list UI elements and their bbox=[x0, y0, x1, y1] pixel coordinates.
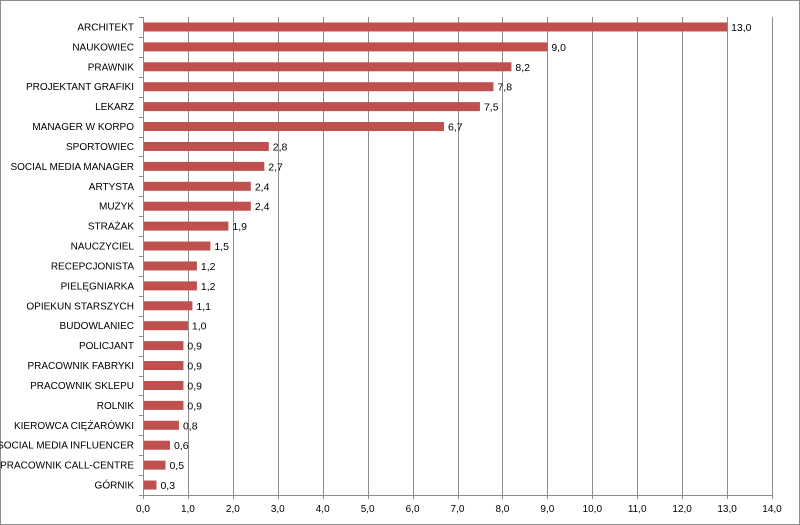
category-label-21: SOCIAL MEDIA INFLUENCER bbox=[0, 441, 134, 452]
bar-3 bbox=[144, 82, 494, 92]
x-tick-label-8: 8,0 bbox=[495, 504, 509, 515]
x-tick-label-13: 13,0 bbox=[717, 504, 737, 515]
bar-21 bbox=[144, 440, 170, 450]
bar-9 bbox=[144, 201, 251, 211]
category-label-9: MUZYK bbox=[99, 202, 134, 213]
bar-8 bbox=[144, 181, 251, 191]
data-label-11: 1,5 bbox=[214, 241, 229, 253]
data-label-3: 7,8 bbox=[497, 82, 512, 94]
x-tick-label-9: 9,0 bbox=[540, 504, 554, 515]
category-label-5: MANAGER W KORPO bbox=[32, 122, 134, 133]
category-label-17: PRACOWNIK FABRYKI bbox=[27, 361, 134, 372]
x-tick-labels: 0,0 1,0 2,0 3,0 4,0 5,0 6,0 7,0 8,0 9,0 10,0 11,0 12… bbox=[136, 504, 782, 515]
x-tick-label-7: 7,0 bbox=[451, 504, 465, 515]
bar-5 bbox=[144, 122, 445, 132]
data-label-22: 0,5 bbox=[169, 460, 184, 472]
data-label-19: 0,9 bbox=[187, 400, 202, 412]
bar-1 bbox=[144, 42, 548, 52]
bar-7 bbox=[144, 161, 265, 171]
category-label-2: PRAWNIK bbox=[88, 62, 135, 73]
bar-6 bbox=[144, 141, 269, 151]
x-tick-label-0: 0,0 bbox=[136, 504, 150, 515]
x-tick-label-11: 11,0 bbox=[628, 504, 647, 515]
data-label-20: 0,8 bbox=[183, 420, 198, 432]
bar-13 bbox=[144, 281, 197, 291]
bar-23 bbox=[144, 480, 157, 490]
category-label-13: PIELĘGNIARKA bbox=[61, 281, 135, 292]
data-label-16: 0,9 bbox=[187, 341, 202, 353]
x-tick-label-3: 3,0 bbox=[271, 504, 285, 515]
data-label-2: 8,2 bbox=[515, 62, 530, 74]
x-tick-label-2: 2,0 bbox=[226, 504, 240, 515]
bar-22 bbox=[144, 460, 166, 470]
data-label-21: 0,6 bbox=[174, 440, 189, 452]
bar-15 bbox=[144, 321, 188, 331]
data-label-7: 2,7 bbox=[268, 161, 283, 173]
data-label-9: 2,4 bbox=[255, 201, 270, 213]
category-label-3: PROJEKTANT GRAFIKI bbox=[26, 82, 134, 93]
data-label-5: 6,7 bbox=[448, 122, 463, 134]
x-tick-label-10: 10,0 bbox=[583, 504, 603, 515]
category-labels: ARCHITEKT NAUKOWIEC PRAWNIK PROJEKTANT GRAF… bbox=[0, 22, 134, 491]
bar-10 bbox=[144, 221, 229, 231]
x-tick-label-4: 4,0 bbox=[316, 504, 330, 515]
bar-14 bbox=[144, 301, 193, 311]
x-tick-label-6: 6,0 bbox=[406, 504, 420, 515]
category-label-12: RECEPCJONISTA bbox=[51, 261, 134, 272]
bar-17 bbox=[144, 361, 184, 371]
data-label-6: 2,8 bbox=[273, 141, 288, 153]
data-label-8: 2,4 bbox=[255, 181, 270, 193]
category-label-16: POLICJANT bbox=[79, 341, 134, 352]
category-label-8: ARTYSTA bbox=[89, 182, 135, 193]
bar-16 bbox=[144, 341, 184, 351]
category-label-0: ARCHITEKT bbox=[77, 22, 134, 33]
category-label-10: STRAŻAK bbox=[88, 220, 134, 233]
bar-2 bbox=[144, 62, 512, 72]
data-label-15: 1,0 bbox=[192, 321, 207, 333]
x-tick-label-1: 1,0 bbox=[181, 504, 195, 515]
bar-18 bbox=[144, 380, 184, 390]
bar-19 bbox=[144, 400, 184, 410]
bar-4 bbox=[144, 102, 480, 112]
data-label-1: 9,0 bbox=[551, 42, 566, 54]
data-label-10: 1,9 bbox=[232, 221, 247, 233]
data-label-18: 0,9 bbox=[187, 380, 202, 392]
category-label-4: LEKARZ bbox=[95, 102, 134, 113]
category-label-19: ROLNIK bbox=[97, 401, 135, 412]
category-label-20: KIEROWCA CIĘŻARÓWKI bbox=[14, 419, 134, 432]
data-label-0: 13,0 bbox=[731, 22, 752, 34]
category-label-23: GÓRNIK bbox=[95, 479, 135, 492]
category-label-7: SOCIAL MEDIA MANAGER bbox=[10, 162, 134, 173]
bar-11 bbox=[144, 241, 211, 251]
category-label-15: BUDOWLANIEC bbox=[60, 321, 134, 332]
bar-0 bbox=[144, 22, 728, 32]
data-label-23: 0,3 bbox=[160, 480, 175, 492]
data-label-13: 1,2 bbox=[201, 281, 216, 293]
category-label-18: PRACOWNIK SKLEPU bbox=[30, 381, 134, 392]
data-label-14: 1,1 bbox=[196, 301, 211, 313]
axes bbox=[139, 17, 773, 499]
data-label-17: 0,9 bbox=[187, 361, 202, 373]
bar-12 bbox=[144, 261, 197, 271]
data-labels: 13,0 9,0 8,27,8 7,5 6,7 2,8 2,7 2,4 2,4 1,91,5 1,2… bbox=[160, 22, 751, 492]
category-label-1: NAUKOWIEC bbox=[72, 42, 134, 53]
category-label-6: SPORTOWIEC bbox=[66, 142, 134, 153]
grid-lines bbox=[188, 17, 773, 495]
x-tick-label-14: 14,0 bbox=[762, 504, 782, 515]
bars bbox=[144, 22, 728, 490]
x-tick-label-5: 5,0 bbox=[361, 504, 375, 515]
x-tick-label-12: 12,0 bbox=[672, 504, 692, 515]
category-label-14: OPIEKUN STARSZYCH bbox=[26, 301, 134, 312]
category-label-11: NAUCZYCIEL bbox=[71, 242, 135, 253]
data-label-12: 1,2 bbox=[201, 261, 216, 273]
data-label-4: 7,5 bbox=[484, 102, 499, 114]
category-label-22: PRACOWNIK CALL-CENTRE bbox=[0, 461, 134, 472]
bar-20 bbox=[144, 420, 179, 430]
